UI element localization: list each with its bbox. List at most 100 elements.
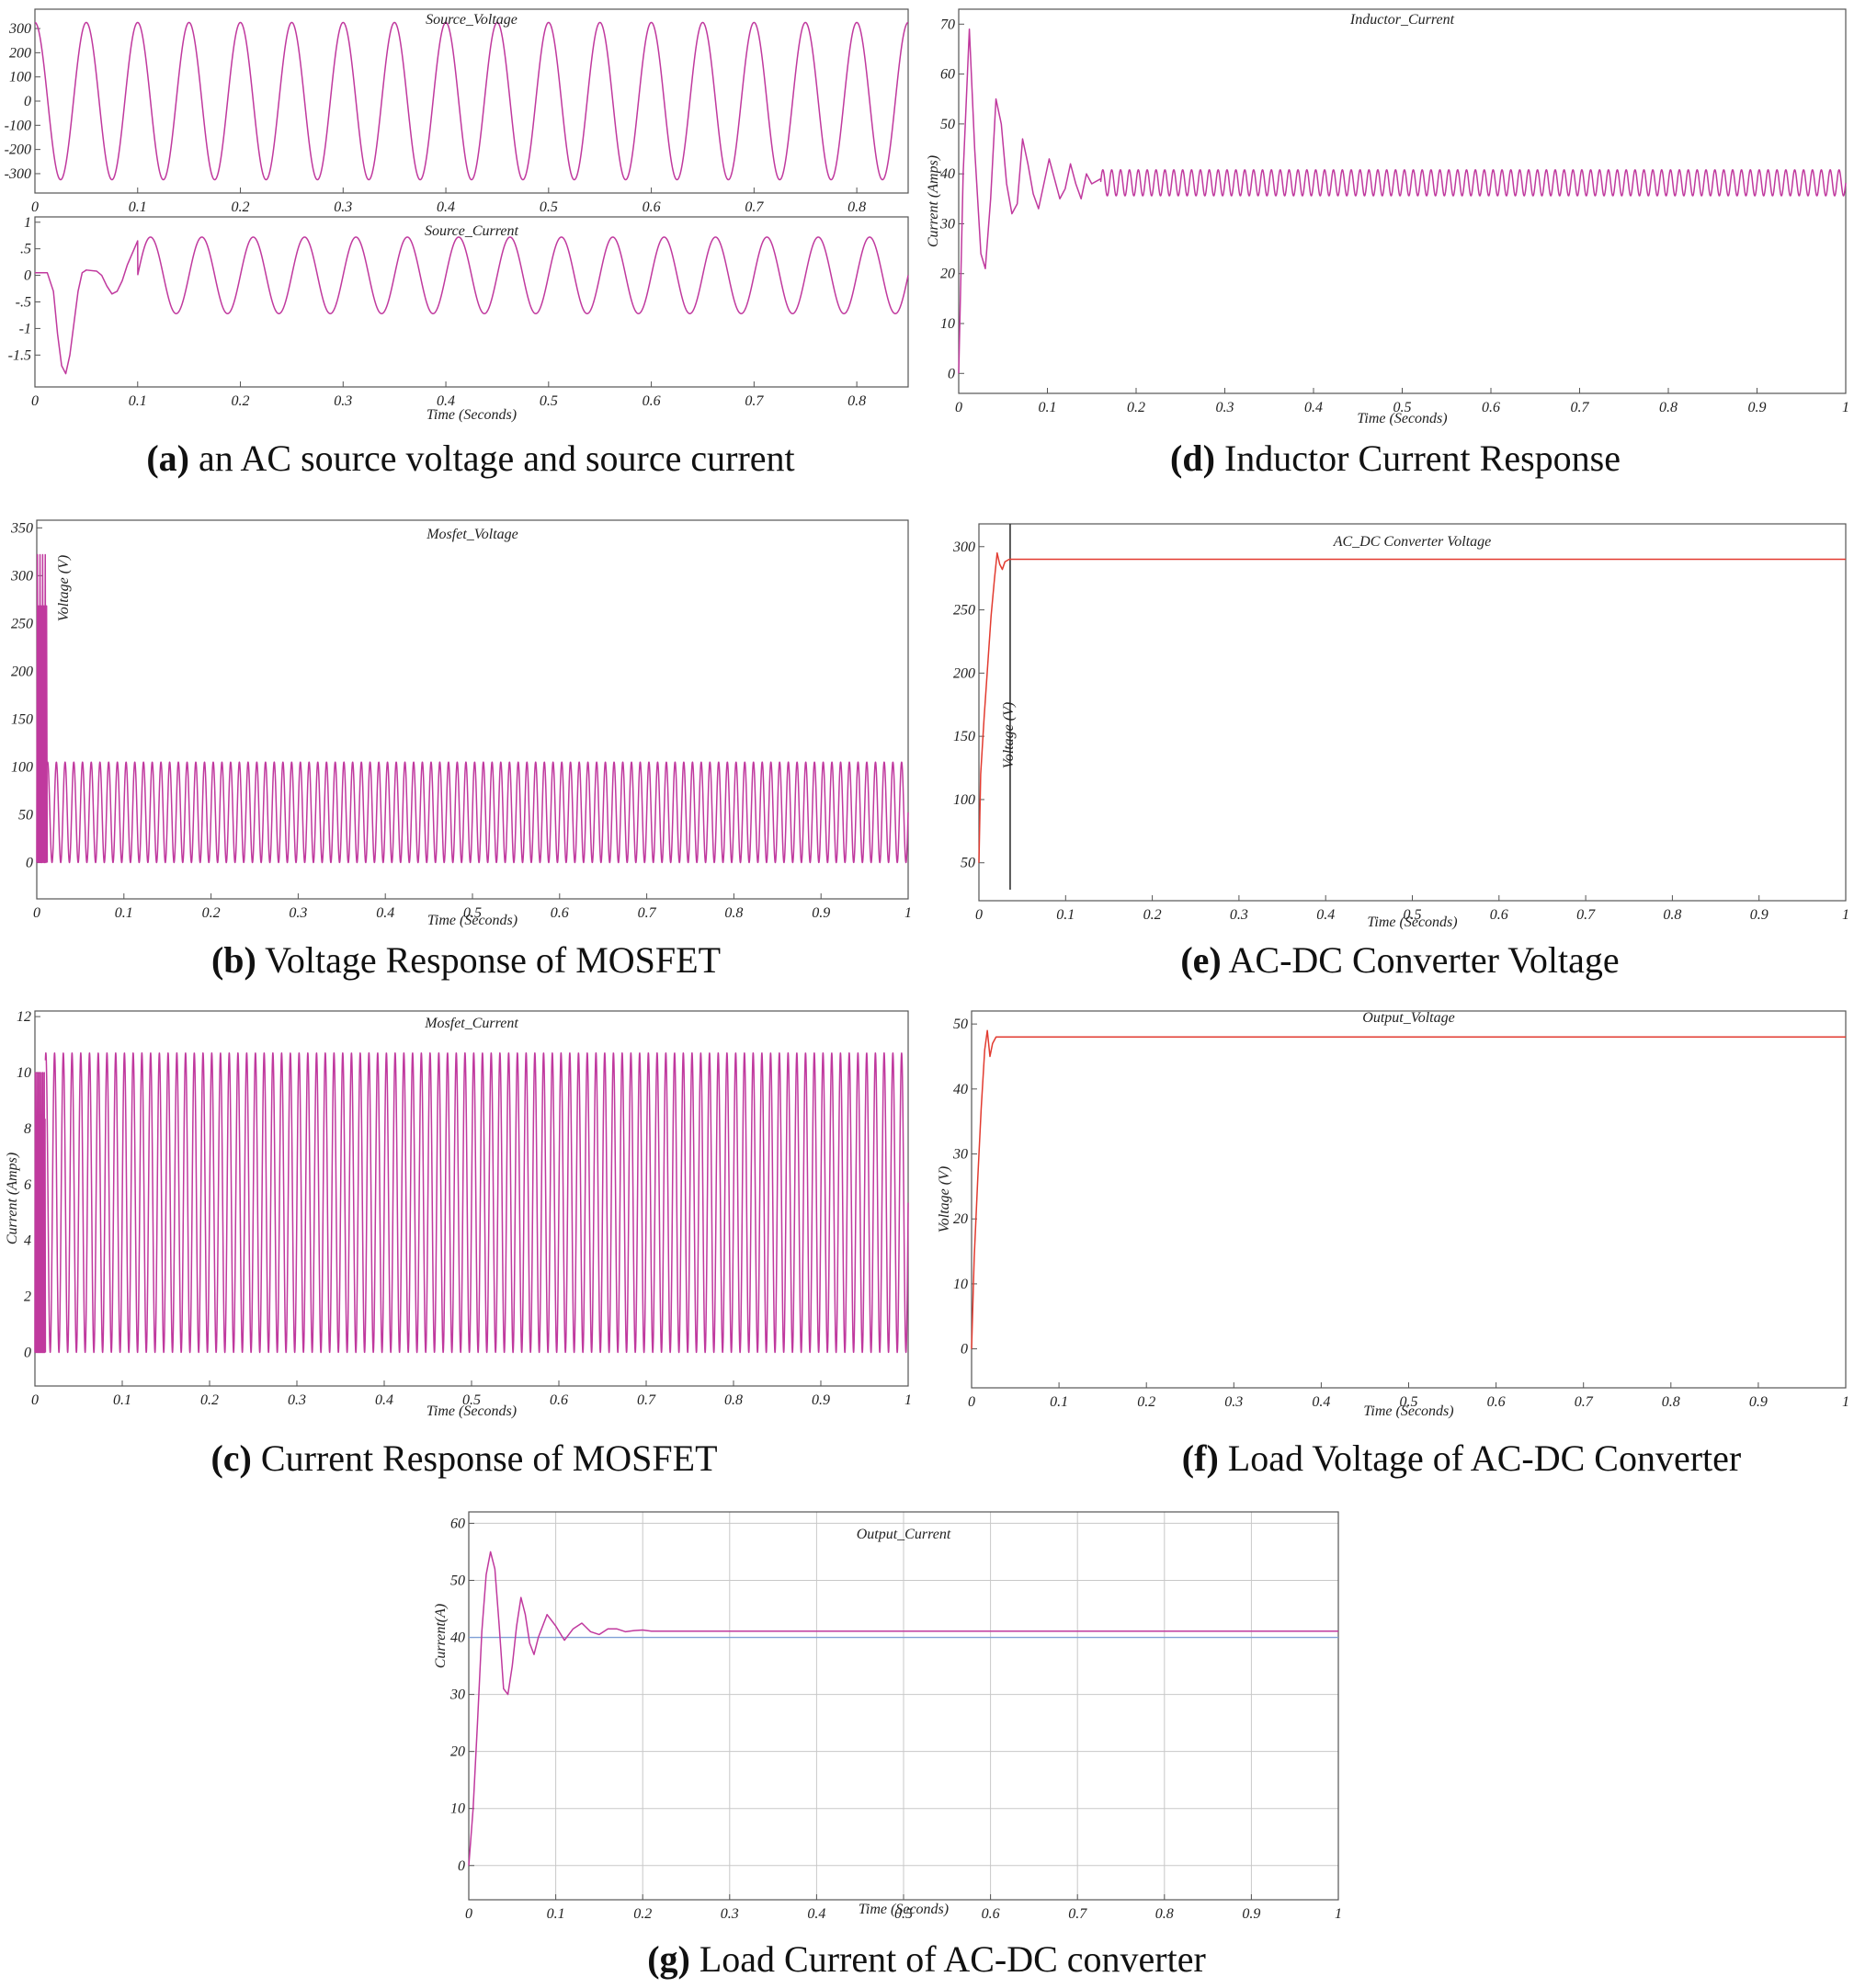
x-tick-label: 0.3 [334, 199, 352, 215]
x-tick-label: 0.1 [129, 199, 147, 215]
y-tick-label: 300 [952, 540, 975, 555]
y-tick-label: 20 [953, 1211, 968, 1227]
y-tick-label: 100 [953, 792, 975, 808]
series-line-c-1 [44, 1051, 909, 1354]
x-tick-label: 0.1 [547, 1906, 565, 1922]
y-tick-label: -1 [19, 321, 31, 336]
y-tick-label: 20 [940, 267, 955, 282]
x-axis-label: Time (Seconds) [1363, 1403, 1453, 1419]
y-tick-label: 4 [24, 1233, 31, 1249]
x-tick-label: 0.8 [1662, 1394, 1680, 1410]
x-tick-label: 0.1 [113, 1392, 131, 1408]
x-tick-label: 0.3 [1216, 400, 1234, 415]
caption-g: (g) Load Current of AC-DC converter [647, 1937, 1206, 1981]
x-tick-label: 0.7 [1575, 1394, 1594, 1410]
chart-e: 0 0.1 0.2 0.3 0.4 0.5 0.6 0.7 0.8 0.9 1 300 250 200 15… [952, 523, 1849, 930]
chart-g: 0 0.1 0.2 0.3 0.4 0.5 0.6 0.7 0.8 0.9 1 60 50 40 30 20 1… [433, 1511, 1342, 1922]
x-tick-label: 0.2 [202, 905, 221, 921]
series-line-d-0 [958, 28, 1847, 374]
x-tick-label: 0 [33, 905, 40, 921]
x-tick-label: 0.6 [982, 1906, 1000, 1922]
caption-d-letter: (d) [1170, 437, 1215, 479]
series-line-a1-0 [34, 21, 909, 181]
caption-c: (c) Current Response of MOSFET [210, 1437, 717, 1480]
x-tick-label: 1 [1842, 1394, 1849, 1410]
x-tick-label: 0.9 [1748, 400, 1767, 415]
x-tick-label: 0 [465, 1906, 472, 1922]
y-tick-label: 300 [8, 21, 31, 37]
x-tick-label: 0.9 [1242, 1906, 1260, 1922]
y-axis-label: Voltage (V) [56, 555, 72, 621]
x-tick-label: 0.2 [232, 199, 250, 215]
plot-title: Inductor_Current [1349, 12, 1455, 28]
x-tick-label: 0 [31, 393, 39, 409]
x-tick-label: 0.5 [1393, 400, 1412, 415]
x-tick-label: 0 [31, 199, 39, 215]
caption-c-letter: (c) [210, 1437, 252, 1479]
y-tick-label: 0 [24, 1345, 31, 1360]
x-tick-label: 0.9 [1749, 1394, 1768, 1410]
y-tick-label: 60 [450, 1516, 465, 1531]
series-line-g-0 [468, 1551, 1338, 1866]
y-axis-label: Voltage (V) [1001, 702, 1017, 768]
x-tick-label: 0.6 [551, 905, 569, 921]
x-tick-label: 0.4 [1304, 400, 1323, 415]
x-tick-label: 0.6 [643, 393, 661, 409]
x-tick-label: 0.7 [1576, 907, 1596, 923]
x-tick-label: 0.8 [1659, 400, 1678, 415]
x-tick-label: 0.2 [232, 393, 250, 409]
caption-a-letter: (a) [146, 437, 189, 479]
x-axis-label: Time (Seconds) [1357, 411, 1447, 426]
x-tick-label: 0.8 [847, 393, 866, 409]
caption-g-letter: (g) [647, 1938, 690, 1980]
y-tick-label: 50 [961, 856, 975, 871]
y-tick-label: 0 [961, 1342, 968, 1358]
x-tick-label: 0.2 [633, 1906, 652, 1922]
y-tick-label: 40 [953, 1082, 968, 1097]
x-tick-label: 1 [904, 905, 912, 921]
x-tick-label: 1 [904, 1392, 912, 1408]
caption-d: (d) Inductor Current Response [1170, 437, 1621, 480]
caption-e: (e) AC-DC Converter Voltage [1180, 938, 1619, 982]
y-axis-label: Current(A) [433, 1604, 449, 1669]
chart-b: 0 0.1 0.2 0.3 0.4 0.5 0.6 0.7 0.8 0.9 1 350 300 250 20… [10, 519, 912, 928]
plot-title: Output_Current [857, 1527, 951, 1542]
y-tick-label: 100 [9, 70, 31, 85]
x-tick-label: 0.6 [643, 199, 661, 215]
x-tick-label: 0.7 [745, 199, 764, 215]
x-tick-label: 0.5 [463, 905, 482, 921]
x-tick-label: 0.7 [638, 905, 657, 921]
x-tick-label: 0 [975, 907, 983, 923]
series-line-c-0 [34, 1072, 47, 1354]
plot-title: Source_Voltage [426, 12, 518, 28]
x-tick-label: 0.3 [334, 393, 352, 409]
plot-frame [34, 8, 909, 194]
caption-e-text: AC-DC Converter Voltage [1221, 939, 1620, 981]
chart-a2: 0 0.1 0.2 0.3 0.4 0.5 0.6 0.7 0.8 1 .5 0 -.5 -1 -1.5 So… [8, 215, 909, 423]
y-tick-label: 150 [11, 711, 33, 727]
y-tick-label: 30 [952, 1147, 968, 1163]
series-line-f-0 [971, 1029, 1846, 1349]
x-tick-label: 0.4 [376, 905, 394, 921]
caption-f-text: Load Voltage of AC-DC Converter [1218, 1437, 1742, 1479]
y-tick-label: 100 [11, 759, 33, 775]
y-tick-label: 200 [11, 664, 33, 679]
x-tick-label: 0.2 [1143, 907, 1162, 923]
y-tick-label: 50 [450, 1573, 465, 1588]
y-tick-label: 150 [953, 729, 975, 744]
y-tick-label: 250 [11, 616, 33, 631]
plot-frame [971, 1010, 1847, 1389]
y-tick-label: .5 [20, 242, 31, 257]
y-tick-label: 1 [24, 215, 31, 231]
x-tick-label: 0 [31, 1392, 39, 1408]
x-axis-label: Time (Seconds) [859, 1902, 949, 1917]
x-tick-label: 0.8 [1663, 907, 1681, 923]
caption-b-letter: (b) [210, 939, 256, 981]
x-tick-label: 0.7 [1068, 1906, 1087, 1922]
y-tick-label: 300 [10, 568, 33, 584]
caption-b: (b) Voltage Response of MOSFET [211, 938, 721, 982]
x-tick-label: 1 [1842, 400, 1849, 415]
plot-frame [958, 8, 1847, 394]
plot-title: Output_Voltage [1362, 1010, 1454, 1026]
y-tick-label: 12 [17, 1009, 31, 1025]
